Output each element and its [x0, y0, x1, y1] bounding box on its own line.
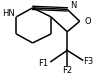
Text: N: N	[70, 1, 76, 10]
Text: HN: HN	[2, 9, 15, 18]
Text: F1: F1	[38, 59, 48, 68]
Text: F2: F2	[62, 66, 72, 75]
Text: F3: F3	[83, 57, 93, 66]
Text: O: O	[84, 17, 91, 26]
